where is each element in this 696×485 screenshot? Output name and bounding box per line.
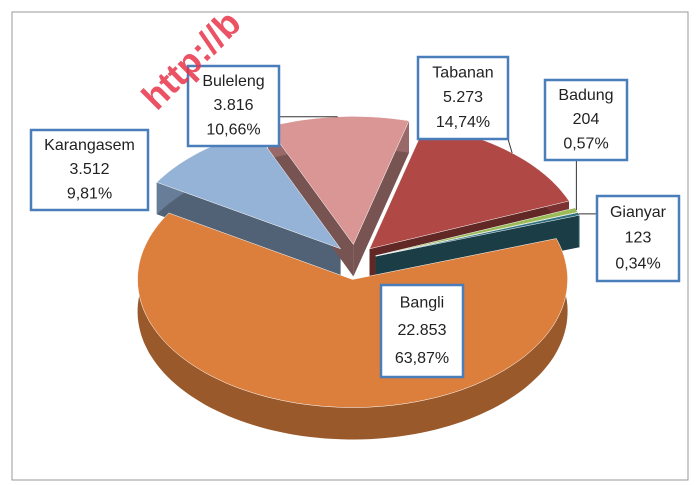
- share-label: 63,87%: [395, 350, 449, 367]
- label-box: [29, 128, 150, 212]
- label-box: [595, 194, 681, 283]
- slice-wall: [353, 120, 410, 277]
- leader-line: [507, 138, 513, 154]
- label-box: [186, 64, 281, 148]
- slice-side: [577, 212, 580, 248]
- share-label: 0,57%: [563, 135, 608, 152]
- label-box: [379, 283, 465, 379]
- value-label: 123: [625, 230, 652, 247]
- share-label: 0,34%: [615, 255, 660, 272]
- slice: [375, 212, 580, 257]
- slice-name: Gianyar: [610, 204, 667, 221]
- slice: [267, 116, 410, 245]
- share-label: 10,66%: [206, 121, 260, 138]
- value-label: 3.816: [213, 97, 253, 114]
- share-label: 9,81%: [67, 185, 112, 202]
- value-label: 5.273: [443, 89, 483, 106]
- value-label: 204: [573, 111, 600, 128]
- slice-name: Tabanan: [432, 64, 493, 81]
- slice-name: Badung: [558, 87, 613, 104]
- slice-name: Karangasem: [44, 137, 135, 154]
- slice-name: Buleleng: [202, 73, 264, 90]
- value-label: 22.853: [398, 322, 447, 339]
- slice-name: Bangli: [400, 294, 444, 311]
- label-box: [543, 78, 629, 162]
- label-box: [416, 55, 510, 141]
- value-label: 3.512: [69, 161, 109, 178]
- slice-wall: [156, 182, 341, 281]
- share-label: 14,74%: [436, 114, 490, 131]
